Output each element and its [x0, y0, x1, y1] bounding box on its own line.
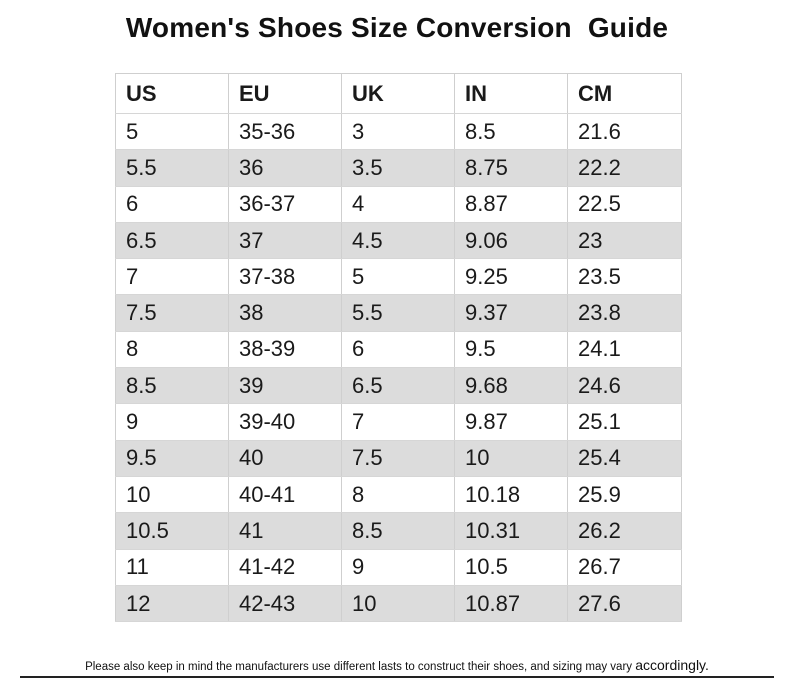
cell-us: 10 — [115, 476, 229, 514]
cell-eu: 39-40 — [228, 403, 342, 441]
cell-cm: 24.6 — [567, 367, 682, 405]
size-conversion-table: US EU UK IN CM 5 35-36 3 8.5 21.6 5.5 36 3.5 8.7… — [115, 73, 682, 623]
cell-cm: 23 — [567, 222, 682, 260]
cell-us: 12 — [115, 585, 229, 623]
table-row: 5.5 36 3.5 8.75 22.2 — [115, 149, 682, 187]
column-header-in: IN — [454, 73, 568, 114]
cell-uk: 8.5 — [341, 512, 455, 550]
cell-cm: 25.9 — [567, 476, 682, 514]
cell-eu: 40 — [228, 440, 342, 477]
table-header-row: US EU UK IN CM — [115, 73, 682, 114]
cell-uk: 4.5 — [341, 222, 455, 260]
cell-us: 7 — [115, 258, 229, 296]
table-row: 9.5 40 7.5 10 25.4 — [115, 440, 682, 477]
table-row: 8 38-39 6 9.5 24.1 — [115, 331, 682, 369]
cell-eu: 40-41 — [228, 476, 342, 514]
column-header-cm: CM — [567, 73, 682, 114]
cell-in: 9.06 — [454, 222, 568, 260]
column-header-uk: UK — [341, 73, 455, 114]
cell-uk: 3.5 — [341, 149, 455, 187]
page-title: Women's Shoes Size Conversion Guide — [125, 12, 669, 43]
cell-in: 9.37 — [454, 294, 568, 332]
cell-in: 9.68 — [454, 367, 568, 405]
cell-us: 5.5 — [115, 149, 229, 187]
table-row: 10.5 41 8.5 10.31 26.2 — [115, 512, 682, 550]
cell-cm: 25.4 — [567, 440, 682, 477]
table-row: 6.5 37 4.5 9.06 23 — [115, 222, 682, 260]
cell-uk: 5.5 — [341, 294, 455, 332]
cell-uk: 9 — [341, 549, 455, 586]
cell-cm: 23.8 — [567, 294, 682, 332]
table-row: 10 40-41 8 10.18 25.9 — [115, 476, 682, 514]
cell-cm: 26.2 — [567, 512, 682, 550]
cell-eu: 38 — [228, 294, 342, 332]
cell-uk: 4 — [341, 186, 455, 223]
table-row: 9 39-40 7 9.87 25.1 — [115, 403, 682, 441]
cell-eu: 39 — [228, 367, 342, 405]
cell-eu: 37-38 — [228, 258, 342, 296]
cell-eu: 38-39 — [228, 331, 342, 369]
table-row: 7.5 38 5.5 9.37 23.8 — [115, 294, 682, 332]
table-row: 6 36-37 4 8.87 22.5 — [115, 186, 682, 223]
cell-us: 7.5 — [115, 294, 229, 332]
cell-us: 9 — [115, 403, 229, 441]
cell-cm: 25.1 — [567, 403, 682, 441]
cell-eu: 42-43 — [228, 585, 342, 623]
cell-eu: 41-42 — [228, 549, 342, 586]
cell-in: 10 — [454, 440, 568, 477]
cell-us: 5 — [115, 113, 229, 151]
cell-uk: 10 — [341, 585, 455, 623]
table-row: 7 37-38 5 9.25 23.5 — [115, 258, 682, 296]
cell-cm: 22.5 — [567, 186, 682, 223]
cell-uk: 7.5 — [341, 440, 455, 477]
footnote-text: Please also keep in mind the manufacture… — [85, 661, 636, 673]
cell-uk: 8 — [341, 476, 455, 514]
bottom-divider — [20, 676, 774, 678]
footnote-emphasis: accordingly. — [635, 657, 709, 673]
footnote: Please also keep in mind the manufacture… — [0, 657, 794, 673]
cell-cm: 26.7 — [567, 549, 682, 586]
table-row: 5 35-36 3 8.5 21.6 — [115, 113, 682, 151]
cell-us: 9.5 — [115, 440, 229, 477]
cell-in: 9.87 — [454, 403, 568, 441]
cell-cm: 21.6 — [567, 113, 682, 151]
cell-us: 6.5 — [115, 222, 229, 260]
cell-us: 8 — [115, 331, 229, 369]
cell-cm: 23.5 — [567, 258, 682, 296]
cell-eu: 36 — [228, 149, 342, 187]
cell-eu: 37 — [228, 222, 342, 260]
cell-us: 11 — [115, 549, 229, 586]
cell-in: 8.75 — [454, 149, 568, 187]
column-header-us: US — [115, 73, 229, 114]
table-row: 12 42-43 10 10.87 27.6 — [115, 585, 682, 623]
cell-eu: 41 — [228, 512, 342, 550]
cell-uk: 6 — [341, 331, 455, 369]
cell-eu: 36-37 — [228, 186, 342, 223]
cell-us: 6 — [115, 186, 229, 223]
table-row: 11 41-42 9 10.5 26.7 — [115, 549, 682, 586]
cell-cm: 22.2 — [567, 149, 682, 187]
cell-us: 10.5 — [115, 512, 229, 550]
cell-in: 10.31 — [454, 512, 568, 550]
cell-uk: 3 — [341, 113, 455, 151]
cell-in: 10.18 — [454, 476, 568, 514]
cell-uk: 6.5 — [341, 367, 455, 405]
table-body: 5 35-36 3 8.5 21.6 5.5 36 3.5 8.75 22.2 6 36-37 4 8.8… — [115, 113, 682, 623]
cell-cm: 24.1 — [567, 331, 682, 369]
cell-in: 8.87 — [454, 186, 568, 223]
cell-uk: 7 — [341, 403, 455, 441]
cell-us: 8.5 — [115, 367, 229, 405]
table-row: 8.5 39 6.5 9.68 24.6 — [115, 367, 682, 405]
cell-cm: 27.6 — [567, 585, 682, 623]
cell-eu: 35-36 — [228, 113, 342, 151]
column-header-eu: EU — [228, 73, 342, 114]
cell-in: 9.25 — [454, 258, 568, 296]
cell-in: 10.87 — [454, 585, 568, 623]
cell-in: 10.5 — [454, 549, 568, 586]
cell-in: 9.5 — [454, 331, 568, 369]
cell-uk: 5 — [341, 258, 455, 296]
cell-in: 8.5 — [454, 113, 568, 151]
